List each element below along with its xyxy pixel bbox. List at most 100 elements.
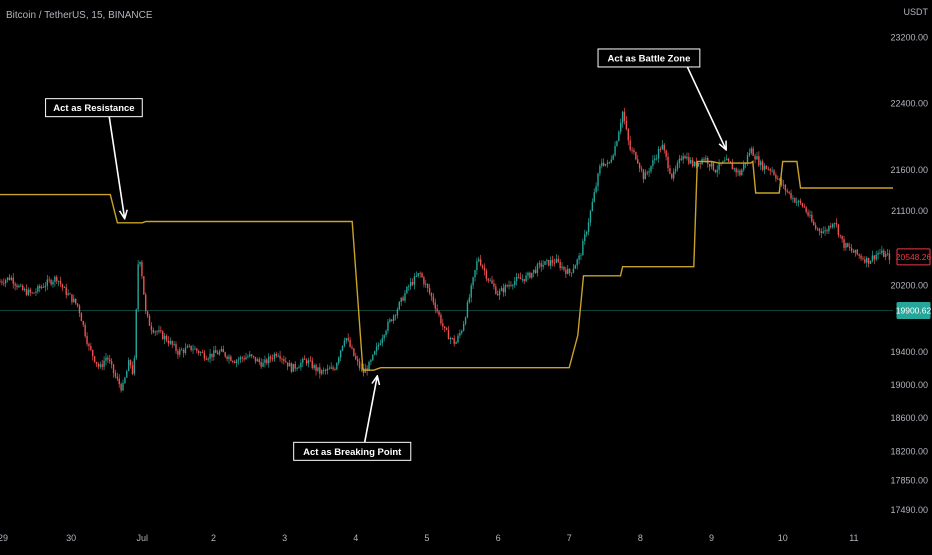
- candle-body: [419, 273, 421, 275]
- candle-body: [498, 290, 501, 296]
- candle-body: [773, 170, 775, 175]
- candle-body: [483, 267, 486, 271]
- candle-body: [110, 361, 113, 365]
- candle-body: [6, 277, 9, 281]
- candle-body: [587, 222, 590, 232]
- candle-body: [152, 330, 154, 333]
- candle-body: [245, 357, 247, 360]
- candle-body: [841, 235, 843, 240]
- candle-body: [408, 286, 410, 288]
- candle-body: [25, 289, 28, 295]
- candle-body: [568, 268, 571, 273]
- candle-body: [850, 247, 853, 251]
- candle-body: [351, 347, 353, 349]
- candle-body: [803, 206, 805, 208]
- candle-body: [398, 302, 401, 310]
- candle-body: [845, 243, 847, 248]
- candle-body: [23, 289, 26, 291]
- candle-body: [627, 129, 629, 141]
- x-tick-label: Jul: [137, 533, 149, 543]
- x-tick-label: 9: [709, 533, 714, 543]
- x-tick-label: 10: [778, 533, 788, 543]
- candle-body: [478, 259, 480, 262]
- candle-body: [678, 158, 681, 164]
- candle-body: [116, 376, 119, 379]
- candle-body: [514, 281, 516, 285]
- candle-body: [326, 368, 329, 371]
- candle-body: [466, 302, 469, 318]
- candle-body: [425, 283, 427, 285]
- candle-body: [864, 259, 866, 263]
- candle-body: [42, 286, 45, 288]
- candle-body: [508, 284, 510, 287]
- candle-body: [682, 156, 684, 160]
- candle-body: [833, 223, 836, 224]
- candle-body: [283, 359, 285, 362]
- candle-body: [374, 351, 376, 355]
- candle-body: [80, 313, 83, 322]
- candle-body: [856, 249, 858, 255]
- candle-body: [650, 165, 652, 172]
- price-layer: [0, 107, 891, 393]
- currency-label: USDT: [904, 7, 929, 17]
- price-badge-label: 19900.62: [896, 305, 932, 315]
- candle-body: [608, 162, 611, 163]
- candle-body: [82, 321, 84, 325]
- candle-body: [873, 255, 876, 260]
- candle-body: [35, 291, 37, 293]
- candle-body: [171, 340, 173, 345]
- candle-body: [778, 178, 781, 180]
- candle-body: [129, 360, 132, 366]
- candle-body: [563, 266, 565, 270]
- candle-body: [584, 234, 586, 242]
- candle-body: [372, 354, 374, 361]
- candle-body: [735, 168, 737, 173]
- candle-body: [249, 354, 251, 357]
- candle-body: [413, 276, 416, 285]
- candle-body: [3, 282, 5, 284]
- candle-body: [775, 174, 777, 179]
- candle-body: [665, 150, 667, 157]
- candle-body: [417, 273, 419, 277]
- candle-body: [67, 293, 69, 295]
- candle-body: [635, 152, 637, 160]
- candle-body: [504, 285, 506, 293]
- candle-body: [782, 184, 785, 186]
- candle-body: [256, 359, 259, 362]
- candle-body: [379, 343, 382, 345]
- price-badge-label: 20548.26: [896, 252, 932, 262]
- candle-body: [93, 356, 96, 362]
- candle-body: [290, 363, 293, 372]
- candle-body: [381, 338, 383, 344]
- candle-body: [888, 253, 891, 260]
- candle-body: [506, 285, 508, 287]
- candle-body: [328, 368, 330, 370]
- candle-body: [788, 191, 790, 193]
- axes-layer: USDT 23200.00 22400.00 21600.00 21100.00 2020…: [0, 7, 931, 543]
- candle-body: [387, 321, 389, 331]
- candle-body: [37, 286, 39, 292]
- candle-body: [629, 140, 631, 150]
- candle-body: [561, 266, 563, 268]
- candle-body: [519, 277, 522, 280]
- candle-body: [247, 356, 249, 358]
- candle-body: [321, 370, 323, 374]
- candle-body: [182, 350, 185, 353]
- candle-body: [160, 330, 162, 332]
- candle-body: [716, 169, 718, 173]
- candle-body: [426, 283, 429, 288]
- candle-body: [860, 255, 862, 259]
- candle-body: [597, 173, 599, 187]
- price-badge: [896, 248, 931, 266]
- candle-body: [269, 356, 272, 359]
- y-tick-label: 18600.00: [890, 413, 928, 423]
- candle-body: [165, 335, 168, 341]
- candle-body: [725, 158, 728, 161]
- candle-body: [12, 277, 14, 284]
- candle-body: [461, 330, 463, 333]
- candle-body: [881, 250, 883, 254]
- candle-body: [540, 263, 542, 267]
- candle-body: [319, 367, 321, 374]
- annotation-label: Act as Resistance: [53, 103, 134, 114]
